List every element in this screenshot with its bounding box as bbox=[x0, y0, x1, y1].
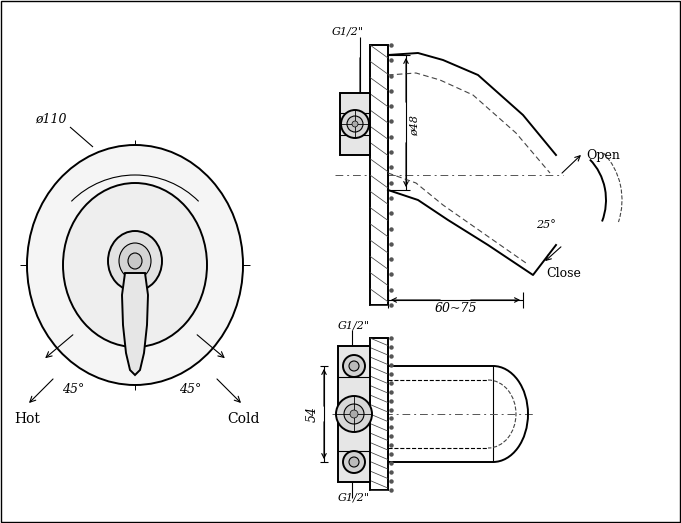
Bar bbox=[370, 45, 388, 305]
Ellipse shape bbox=[341, 110, 369, 138]
Ellipse shape bbox=[349, 361, 359, 371]
Bar bbox=[340, 93, 370, 155]
Text: 54: 54 bbox=[306, 406, 319, 422]
Ellipse shape bbox=[344, 404, 364, 424]
PathPatch shape bbox=[122, 273, 148, 375]
Text: G1/2": G1/2" bbox=[332, 27, 364, 37]
Text: ø48: ø48 bbox=[410, 115, 420, 135]
Ellipse shape bbox=[63, 183, 207, 347]
Text: 45°: 45° bbox=[62, 383, 84, 396]
Ellipse shape bbox=[352, 121, 358, 127]
Ellipse shape bbox=[119, 243, 151, 279]
Text: G1/2": G1/2" bbox=[338, 492, 370, 502]
Ellipse shape bbox=[128, 253, 142, 269]
Ellipse shape bbox=[27, 145, 243, 385]
PathPatch shape bbox=[57, 264, 136, 343]
Bar bbox=[338, 346, 370, 482]
Text: Cold: Cold bbox=[227, 412, 259, 426]
Ellipse shape bbox=[350, 410, 358, 418]
Text: G1/2": G1/2" bbox=[338, 320, 370, 330]
Ellipse shape bbox=[349, 457, 359, 467]
Ellipse shape bbox=[343, 355, 365, 377]
PathPatch shape bbox=[133, 264, 212, 343]
Ellipse shape bbox=[343, 451, 365, 473]
Text: Open: Open bbox=[586, 149, 620, 162]
Ellipse shape bbox=[108, 231, 162, 291]
Text: 25°: 25° bbox=[536, 220, 556, 230]
Text: Hot: Hot bbox=[14, 412, 40, 426]
Text: 45°: 45° bbox=[179, 383, 201, 396]
Ellipse shape bbox=[347, 116, 363, 132]
Text: ø110: ø110 bbox=[35, 113, 67, 126]
Ellipse shape bbox=[336, 396, 372, 432]
Text: Close: Close bbox=[546, 267, 581, 280]
Text: 60~75: 60~75 bbox=[434, 302, 477, 315]
Bar bbox=[370, 338, 388, 490]
